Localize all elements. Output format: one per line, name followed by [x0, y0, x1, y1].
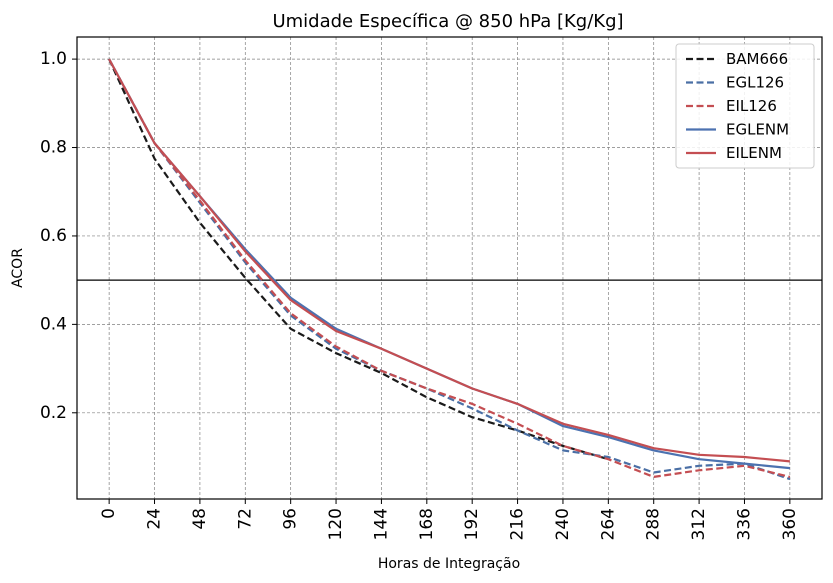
series-line-eilenm: [108, 58, 791, 463]
y-tick-label: 0.2: [40, 403, 67, 423]
plot-frame: [76, 36, 823, 500]
x-tick-label: 360: [780, 508, 800, 540]
legend-box: [675, 43, 815, 169]
legend-label: EGL126: [726, 74, 784, 92]
y-tick-label: 1.0: [40, 49, 67, 69]
legend-label: EIL126: [726, 97, 777, 115]
x-tick-label: 240: [553, 508, 573, 540]
y-axis-label: ACOR: [10, 248, 26, 288]
x-tick-label: 192: [462, 508, 482, 540]
x-tick-label: 0: [99, 508, 119, 519]
x-tick-label: 96: [281, 508, 301, 530]
x-axis-label: Horas de Integração: [378, 556, 520, 572]
legend-label: BAM666: [726, 50, 788, 68]
series-line-bam666: [108, 58, 609, 461]
y-tick-label: 0.4: [40, 314, 67, 334]
x-tick-label: 288: [644, 508, 664, 540]
legend: BAM666 EGL126 EIL126 EGLENM EILENM: [675, 43, 815, 169]
y-axis: 0.2 0.4 0.6 0.8 1.0: [40, 49, 77, 423]
x-tick-label: 144: [371, 508, 391, 540]
x-tick-label: 168: [417, 508, 437, 540]
chart-title: Umidade Específica @ 850 hPa [Kg/Kg]: [272, 11, 623, 32]
x-axis: 0 24 48 72 96 120 144 168 192 216 240 264 288 312 336 3…: [99, 499, 800, 540]
series-line-eil126: [108, 58, 791, 478]
grid: [77, 37, 822, 499]
y-tick-label: 0.6: [40, 226, 67, 246]
x-tick-label: 72: [235, 508, 255, 530]
y-tick-label: 0.8: [40, 138, 67, 158]
x-tick-label: 264: [598, 508, 618, 540]
x-tick-label: 120: [326, 508, 346, 540]
series-line-egl126: [108, 58, 791, 481]
x-tick-label: 336: [734, 508, 754, 540]
x-tick-label: 216: [508, 508, 528, 540]
x-tick-label: 24: [145, 508, 165, 530]
series-group: [108, 58, 791, 481]
legend-label: EILENM: [726, 144, 782, 162]
x-tick-label: 48: [190, 508, 210, 530]
legend-label: EGLENM: [726, 121, 789, 139]
x-tick-label: 312: [689, 508, 709, 540]
